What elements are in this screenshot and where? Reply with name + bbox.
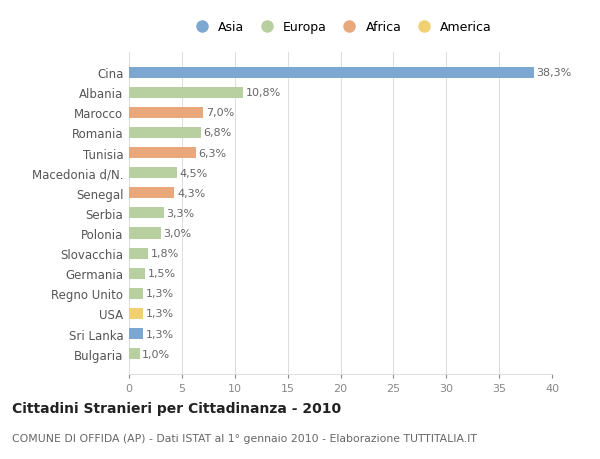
Text: 3,0%: 3,0% [163,229,191,239]
Bar [129,268,145,279]
Bar [129,107,203,118]
Text: 1,5%: 1,5% [148,269,176,279]
Bar [129,67,534,78]
Text: 38,3%: 38,3% [536,68,572,78]
Bar [129,228,161,239]
Text: 1,3%: 1,3% [145,329,173,339]
Bar [129,348,140,359]
Text: 1,8%: 1,8% [151,249,179,258]
Text: 6,3%: 6,3% [198,148,226,158]
Text: Cittadini Stranieri per Cittadinanza - 2010: Cittadini Stranieri per Cittadinanza - 2… [12,402,341,415]
Text: 4,3%: 4,3% [177,188,205,198]
Bar [129,208,164,219]
Bar [129,148,196,159]
Bar [129,308,143,319]
Text: COMUNE DI OFFIDA (AP) - Dati ISTAT al 1° gennaio 2010 - Elaborazione TUTTITALIA.: COMUNE DI OFFIDA (AP) - Dati ISTAT al 1°… [12,433,477,443]
Bar [129,248,148,259]
Text: 3,3%: 3,3% [167,208,194,218]
Bar [129,328,143,339]
Text: 1,3%: 1,3% [145,309,173,319]
Text: 10,8%: 10,8% [246,88,281,98]
Bar [129,168,176,179]
Text: 6,8%: 6,8% [203,128,232,138]
Text: 7,0%: 7,0% [206,108,234,118]
Bar [129,88,243,99]
Text: 1,0%: 1,0% [142,349,170,359]
Legend: Asia, Europa, Africa, America: Asia, Europa, Africa, America [185,17,496,38]
Bar [129,288,143,299]
Bar [129,188,175,199]
Text: 4,5%: 4,5% [179,168,208,178]
Bar [129,128,201,139]
Text: 1,3%: 1,3% [145,289,173,299]
